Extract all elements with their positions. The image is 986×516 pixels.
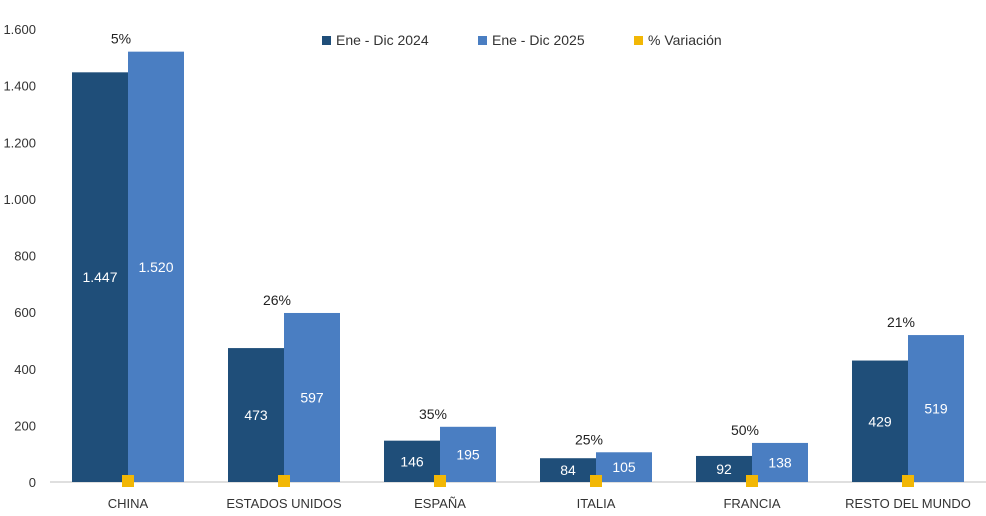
bar-2024-label: 84 [560, 462, 576, 478]
bar-2025-label: 519 [924, 401, 948, 417]
y-tick-label: 1.400 [3, 79, 36, 94]
variation-marker [122, 475, 134, 487]
x-tick-label: RESTO DEL MUNDO [845, 496, 971, 511]
bar-2025 [284, 312, 340, 482]
bar-2024-label: 429 [868, 413, 892, 429]
y-tick-label: 1.600 [3, 22, 36, 37]
variation-label: 35% [419, 406, 447, 422]
bar-2024 [72, 72, 128, 483]
bar-2025-label: 1.520 [138, 259, 173, 275]
variation-marker [278, 475, 290, 487]
bar-2025 [752, 442, 808, 482]
variation-label: 25% [575, 431, 603, 447]
x-tick-label: ESPAÑA [414, 496, 466, 511]
bar-2025-label: 105 [612, 459, 636, 475]
bar-2024 [384, 440, 440, 482]
variation-marker [434, 475, 446, 487]
legend-swatch [478, 36, 487, 45]
legend-swatch [634, 36, 643, 45]
variation-label: 26% [263, 292, 291, 308]
y-tick-label: 200 [14, 418, 36, 433]
bar-2024-label: 92 [716, 461, 732, 477]
x-tick-label: ESTADOS UNIDOS [226, 496, 342, 511]
x-tick-label: CHINA [108, 496, 149, 511]
bar-2024-label: 473 [244, 407, 268, 423]
variation-label: 50% [731, 422, 759, 438]
bar-2025 [128, 51, 184, 483]
bar-2024 [540, 458, 596, 482]
bar-2025-label: 597 [300, 389, 324, 405]
legend-label: Ene - Dic 2025 [492, 32, 585, 48]
legend-label: % Variación [648, 32, 722, 48]
bar-2024 [228, 348, 284, 482]
bar-2025-label: 138 [768, 454, 792, 470]
y-axis: 0 200 400 600 800 1.000 1.200 1.400 1.600 [3, 22, 36, 490]
x-tick-label: ITALIA [577, 496, 616, 511]
variation-label: 5% [111, 31, 131, 47]
bar-2025-label: 195 [456, 446, 480, 462]
legend-swatch [322, 36, 331, 45]
bar-2024 [696, 455, 752, 482]
bars: 1.447 1.520 5% 473 597 26% 146 195 35% 84 105 25% 92… [72, 31, 964, 487]
variation-label: 21% [887, 314, 915, 330]
variation-marker [902, 475, 914, 487]
bar-2025 [596, 452, 652, 482]
y-tick-label: 1.000 [3, 192, 36, 207]
y-tick-label: 1.200 [3, 135, 36, 150]
y-tick-label: 600 [14, 305, 36, 320]
y-tick-label: 0 [29, 475, 36, 490]
legend-label: Ene - Dic 2024 [336, 32, 429, 48]
bar-2024-label: 146 [400, 453, 424, 469]
legend: Ene - Dic 2024 Ene - Dic 2025 % Variación [322, 32, 722, 48]
bar-2024 [852, 360, 908, 482]
y-tick-label: 800 [14, 249, 36, 264]
bar-2025 [908, 335, 964, 482]
bar-2024-label: 1.447 [82, 269, 117, 285]
bar-2025 [440, 426, 496, 482]
x-tick-label: FRANCIA [723, 496, 780, 511]
y-tick-label: 400 [14, 362, 36, 377]
x-axis: CHINA ESTADOS UNIDOS ESPAÑA ITALIA FRANCIA RE… [50, 481, 986, 511]
variation-marker [590, 475, 602, 487]
variation-marker [746, 475, 758, 487]
